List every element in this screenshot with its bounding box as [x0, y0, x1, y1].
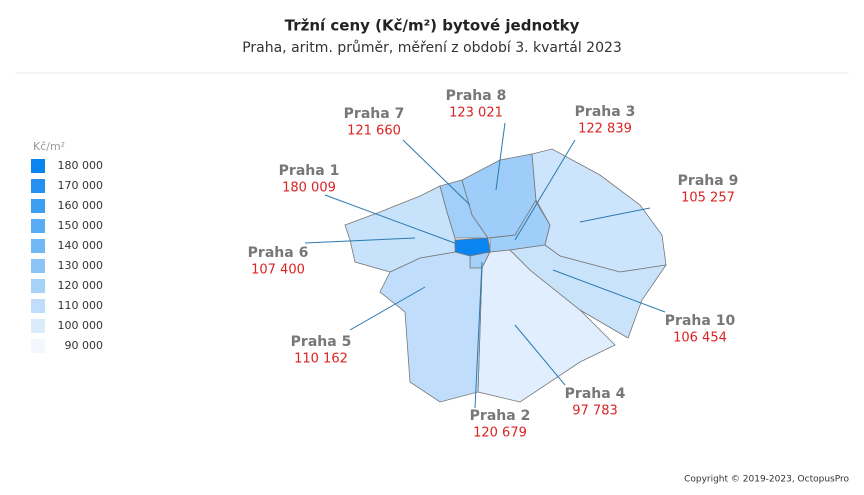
district-name: Praha 9 — [678, 173, 739, 189]
legend-label: 130 000 — [58, 259, 104, 272]
district — [509, 244, 667, 339]
legend-swatch — [31, 179, 45, 193]
district-name: Praha 1 — [279, 163, 340, 179]
legend-swatch — [31, 299, 45, 313]
legend-swatch — [31, 239, 45, 253]
district-value: 107 400 — [251, 263, 305, 278]
legend-label: 90 000 — [65, 339, 104, 352]
district-value: 110 162 — [294, 352, 348, 367]
leader-line — [402, 139, 471, 206]
district-name: Praha 2 — [470, 408, 531, 424]
legend-swatch — [31, 199, 45, 213]
district — [461, 153, 537, 239]
legend-swatch — [31, 219, 45, 233]
leader-line — [495, 122, 506, 191]
district-value: 122 839 — [578, 122, 632, 137]
legend-label: 170 000 — [58, 179, 104, 192]
district-value: 180 009 — [282, 181, 336, 196]
district-value: 97 783 — [572, 404, 618, 419]
district-value: 121 660 — [347, 124, 401, 139]
district-name: Praha 4 — [565, 386, 626, 402]
district-value: 105 257 — [681, 191, 735, 206]
legend-label: 180 000 — [58, 159, 104, 172]
leader-line — [324, 194, 461, 246]
legend-label: 140 000 — [58, 239, 104, 252]
district-value: 106 454 — [673, 331, 727, 346]
district — [344, 185, 456, 273]
leader-line — [349, 286, 426, 331]
legend-label: 100 000 — [58, 319, 104, 332]
district-name: Praha 6 — [248, 245, 309, 261]
district-value: 123 021 — [449, 106, 503, 121]
leader-line — [474, 261, 483, 409]
district — [379, 251, 483, 403]
district-name: Praha 7 — [344, 106, 405, 122]
legend-swatch — [31, 319, 45, 333]
legend-label: 110 000 — [58, 299, 104, 312]
legend-label: 160 000 — [58, 199, 104, 212]
legend-swatch — [31, 339, 45, 353]
legend-swatch — [31, 259, 45, 273]
copyright: Copyright © 2019-2023, OctopusPro — [684, 475, 849, 485]
legend-title: Kč/m² — [33, 140, 65, 153]
subtitle: Praha, aritm. průměr, měření z období 3.… — [242, 40, 622, 56]
district-value: 120 679 — [473, 426, 527, 441]
district-name: Praha 10 — [665, 313, 736, 329]
legend-swatch — [31, 159, 45, 173]
leader-line — [304, 237, 416, 244]
legend-swatch — [31, 279, 45, 293]
legend-label: 120 000 — [58, 279, 104, 292]
district-name: Praha 8 — [446, 88, 507, 104]
district-name: Praha 3 — [575, 104, 636, 120]
leader-line — [514, 324, 566, 386]
leader-line — [579, 207, 651, 223]
leader-line — [552, 269, 666, 313]
district-name: Praha 5 — [291, 334, 352, 350]
leader-line — [514, 139, 576, 241]
legend-label: 150 000 — [58, 219, 104, 232]
title: Tržní ceny (Kč/m²) bytové jednotky — [285, 17, 580, 35]
